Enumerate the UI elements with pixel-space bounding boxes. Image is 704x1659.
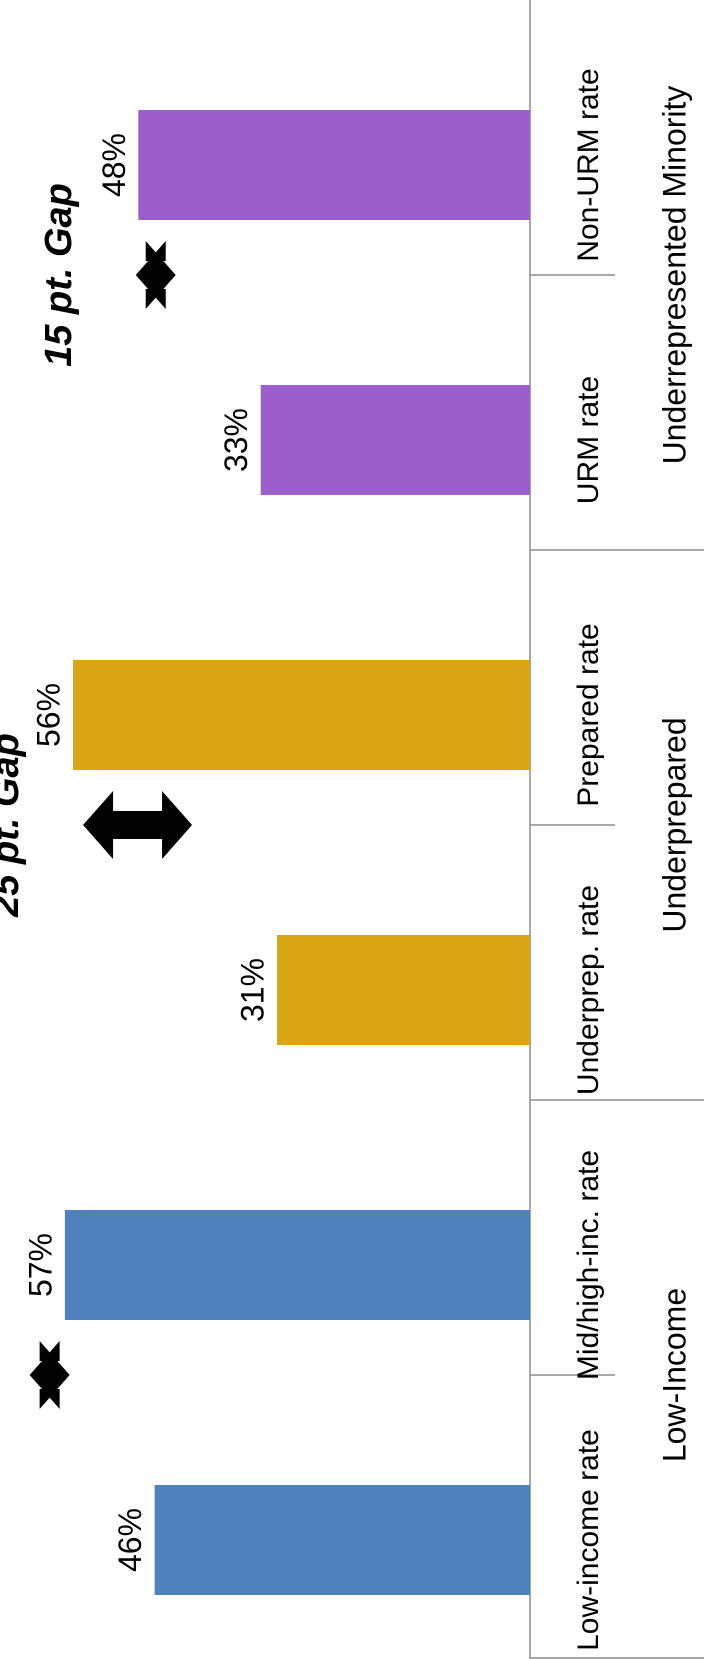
bar-group-2: 33% URM rate 48% Non-URM rate Underrepresent…: [38, 68, 704, 551]
category-label: Low-income rate: [572, 1429, 605, 1651]
value-label: 33%: [218, 408, 254, 472]
bar: [64, 1210, 530, 1320]
bar-group-1: 31% Underprep. rate 56% Prepared rate Underp…: [0, 623, 704, 1101]
gap-double-arrow-icon: [135, 241, 176, 309]
bar: [154, 1485, 530, 1595]
value-label: 56%: [30, 683, 66, 747]
value-label: 57%: [22, 1233, 58, 1297]
bar: [73, 660, 530, 770]
category-label: Underprep. rate: [572, 885, 605, 1095]
bar: [138, 110, 530, 220]
bar: [277, 935, 530, 1045]
bar: [260, 385, 530, 495]
value-label: 31%: [234, 958, 270, 1022]
category-label: URM rate: [572, 376, 605, 504]
gap-double-arrow-icon: [29, 1341, 70, 1409]
value-label: 48%: [96, 133, 132, 197]
group-label: Underprepared: [656, 717, 692, 932]
gap-double-arrow-icon: [83, 791, 193, 859]
category-label: Mid/high-inc. rate: [572, 1150, 605, 1380]
category-label: Prepared rate: [572, 623, 605, 806]
value-label: 46%: [112, 1508, 148, 1572]
category-label: Non-URM rate: [572, 68, 605, 261]
group-label: Low-Income: [656, 1288, 692, 1462]
gap-label: 25 pt. Gap: [0, 733, 27, 918]
bar-group-0: 46% Low-income rate 57% Mid/high-inc. rate L…: [22, 1150, 692, 1651]
group-label: Underrepresented Minority: [656, 86, 692, 465]
gap-label: 15 pt. Gap: [38, 183, 80, 367]
